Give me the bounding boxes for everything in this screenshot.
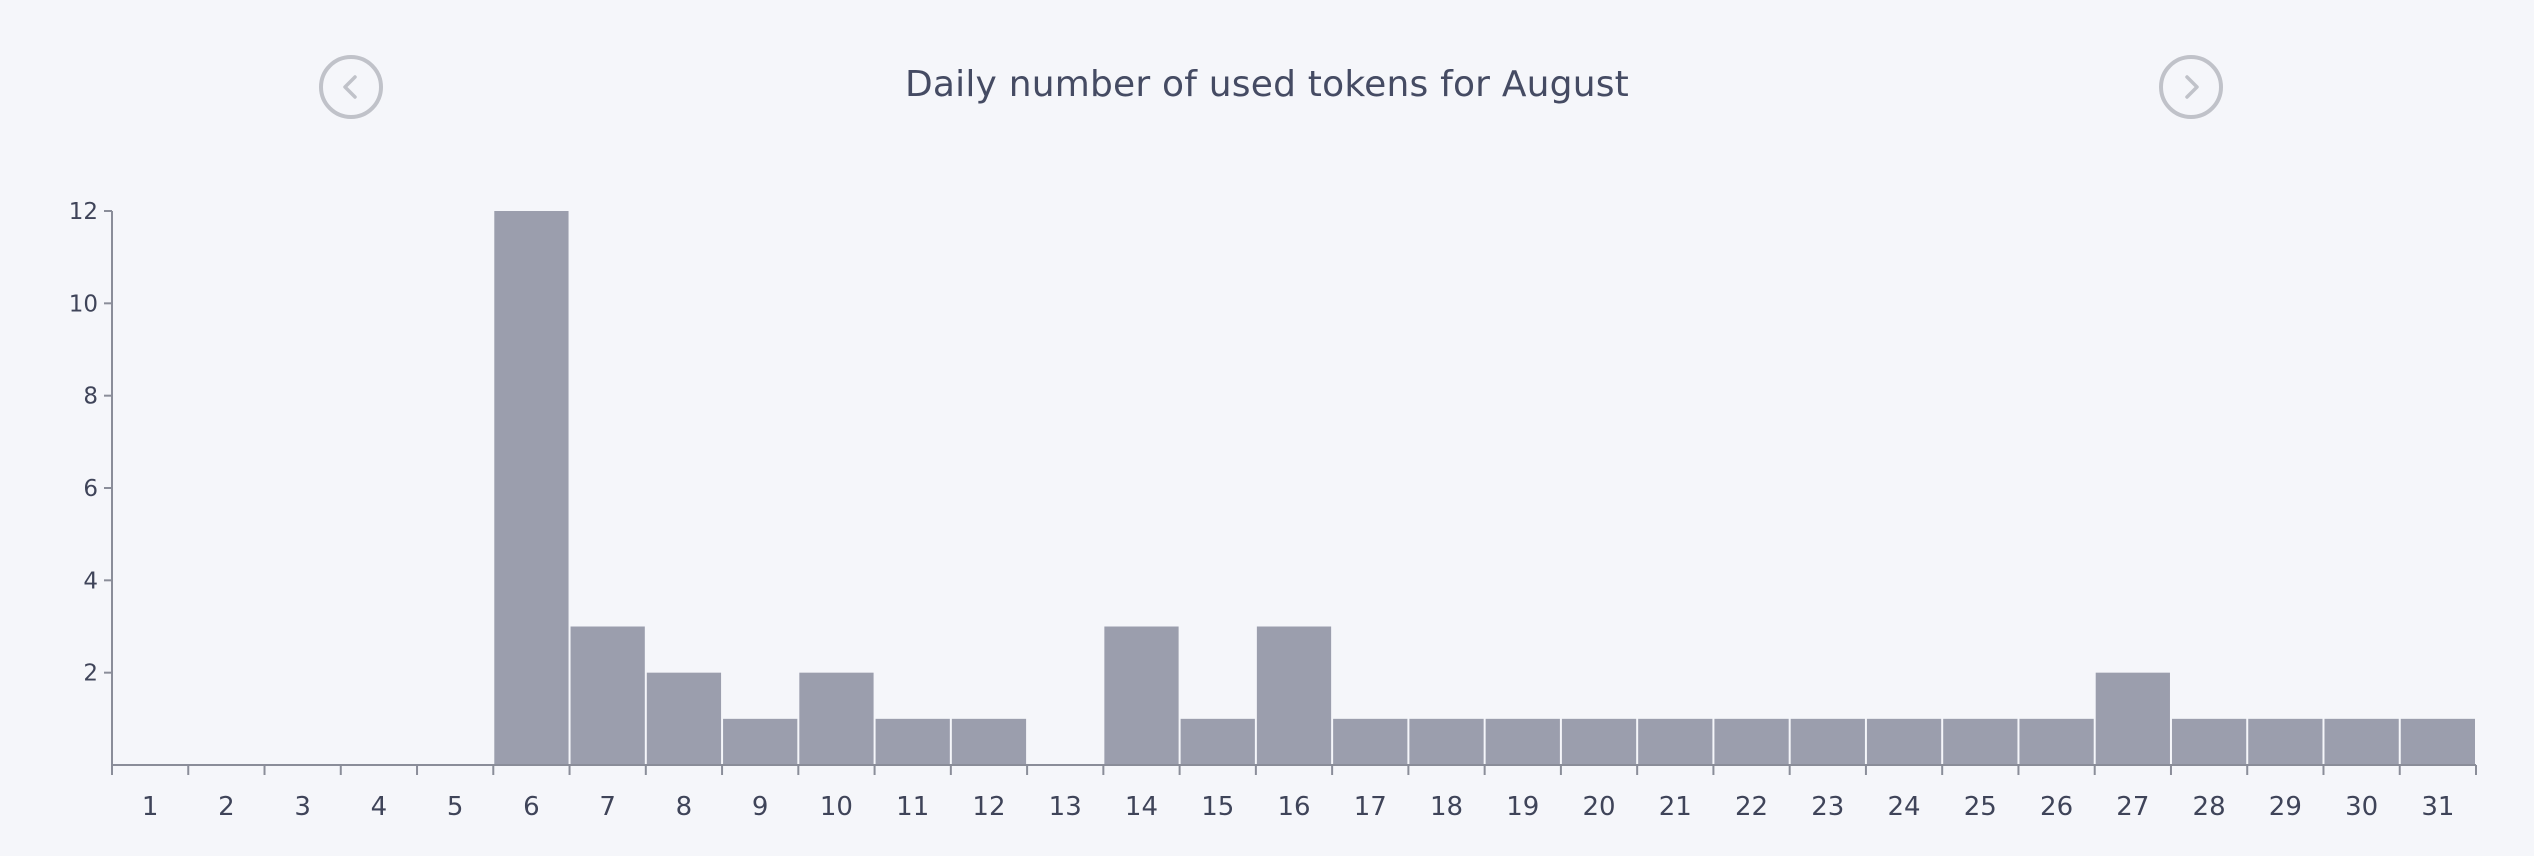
y-tick-label: 10 — [69, 291, 98, 317]
x-tick-label: 6 — [523, 792, 540, 822]
bar-day-11[interactable] — [875, 718, 950, 765]
x-tick-label: 30 — [2345, 792, 2378, 822]
chevron-left-icon — [343, 75, 357, 99]
x-tick-label: 26 — [2040, 792, 2073, 822]
bar-day-8[interactable] — [646, 672, 722, 765]
x-tick-label: 20 — [1582, 792, 1615, 822]
x-tick-label: 2 — [218, 792, 235, 822]
x-tick-label: 9 — [752, 792, 769, 822]
chart-title: Daily number of used tokens for August — [904, 64, 1630, 105]
bar-day-26[interactable] — [2019, 718, 2094, 765]
x-tick-label: 18 — [1430, 792, 1463, 822]
x-tick-label: 4 — [371, 792, 388, 822]
bar-day-17[interactable] — [1333, 718, 1408, 765]
x-tick-label: 16 — [1277, 792, 1310, 822]
x-tick-label: 28 — [2193, 792, 2226, 822]
bar-day-10[interactable] — [799, 672, 874, 765]
x-tick-label: 21 — [1659, 792, 1692, 822]
x-axis: 1 2 3 4 5 6 7 8 9 10 11 12 13 14 15 16 17 18 19 20 21 22 23 24 2… — [111, 764, 2477, 822]
y-tick-label: 12 — [69, 199, 98, 225]
x-tick-label: 3 — [294, 792, 311, 822]
x-tick-label: 22 — [1735, 792, 1768, 822]
bar-day-9[interactable] — [723, 718, 798, 765]
x-tick-label: 10 — [820, 792, 853, 822]
bar-day-31[interactable] — [2400, 718, 2475, 765]
x-tick-label: 7 — [599, 792, 616, 822]
chevron-right-icon — [2185, 75, 2199, 99]
x-tick-label: 19 — [1506, 792, 1539, 822]
bar-day-16[interactable] — [1256, 626, 1332, 766]
x-tick-label: 8 — [676, 792, 693, 822]
y-tick-label: 6 — [83, 476, 98, 502]
bar-day-7[interactable] — [570, 626, 645, 766]
bar-day-28[interactable] — [2171, 718, 2247, 765]
y-axis: 2 4 6 8 10 12 — [69, 199, 113, 765]
x-tick-label: 14 — [1125, 792, 1158, 822]
x-tick-label: 11 — [896, 792, 929, 822]
x-tick-label: 31 — [2421, 792, 2454, 822]
x-tick-label: 25 — [1964, 792, 1997, 822]
bars — [494, 211, 2475, 765]
bar-day-21[interactable] — [1638, 718, 1713, 765]
bar-day-6[interactable] — [494, 211, 569, 765]
x-tick-label: 15 — [1201, 792, 1234, 822]
bar-day-20[interactable] — [1561, 718, 1637, 765]
y-tick-label: 4 — [83, 568, 98, 594]
bar-day-25[interactable] — [1943, 718, 2018, 765]
x-tick-label: 17 — [1354, 792, 1387, 822]
x-tick-label: 13 — [1049, 792, 1082, 822]
next-month-button[interactable] — [2159, 55, 2223, 119]
bar-day-27[interactable] — [2095, 672, 2170, 765]
bar-day-12[interactable] — [951, 718, 1027, 765]
bar-day-19[interactable] — [1485, 718, 1560, 765]
chart-header: Daily number of used tokens for August — [0, 0, 2534, 180]
y-tick-label: 2 — [83, 661, 98, 687]
bar-day-18[interactable] — [1409, 718, 1484, 765]
bar-day-24[interactable] — [1866, 718, 1942, 765]
x-tick-label: 27 — [2116, 792, 2149, 822]
x-tick-label: 24 — [1888, 792, 1921, 822]
x-tick-label: 1 — [142, 792, 159, 822]
x-tick-label: 12 — [972, 792, 1005, 822]
bar-day-14[interactable] — [1104, 626, 1179, 766]
bar-day-29[interactable] — [2248, 718, 2323, 765]
bar-day-22[interactable] — [1714, 718, 1789, 765]
x-tick-label: 23 — [1811, 792, 1844, 822]
bar-day-30[interactable] — [2324, 718, 2399, 765]
bar-day-23[interactable] — [1790, 718, 1865, 765]
bar-day-15[interactable] — [1180, 718, 1255, 765]
x-tick-label: 5 — [447, 792, 464, 822]
y-tick-label: 8 — [83, 384, 98, 410]
x-tick-label: 29 — [2269, 792, 2302, 822]
previous-month-button[interactable] — [319, 55, 383, 119]
